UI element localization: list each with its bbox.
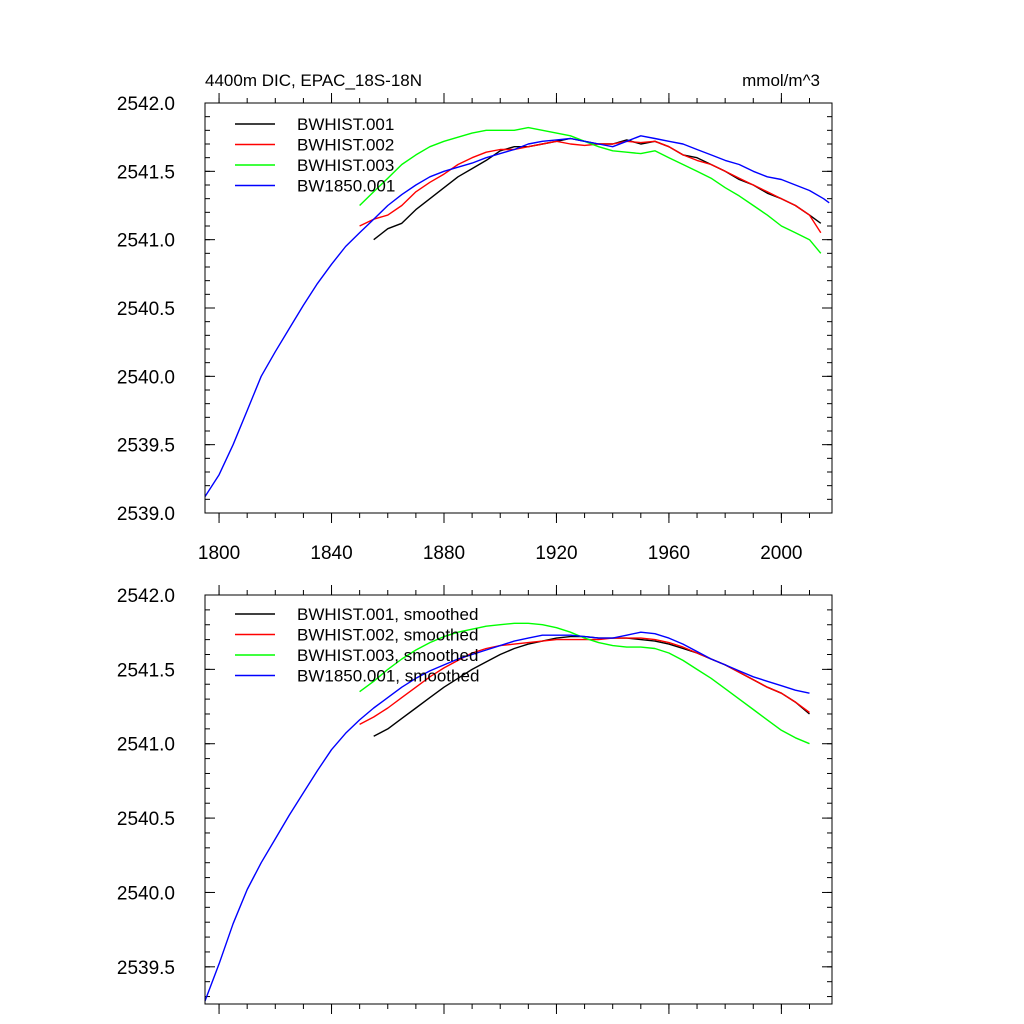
y-tick-label: 2539.5: [117, 958, 175, 979]
bottom-legend: BWHIST.001, smoothed BWHIST.002, smoothed…: [235, 605, 479, 686]
y-tick-label: 2541.0: [117, 735, 175, 756]
x-tick-label: 1880: [423, 543, 465, 564]
x-tick-label: 1800: [198, 543, 240, 564]
x-tick-label: 1960: [648, 543, 690, 564]
series-line-bw1850-001: [204, 135, 830, 497]
top-axes: 2539.0 2539.5 2540.0 2540.5 2541.0 2541.5 2542…: [117, 93, 832, 564]
y-tick-label: 2539.0: [117, 504, 175, 525]
y-tick-label: 2540.0: [117, 367, 175, 388]
legend-label: BW1850.001: [297, 177, 395, 196]
bottom-series-group: [204, 622, 810, 1002]
units-label: mmol/m^3: [742, 71, 820, 90]
legend-label: BW1850.001, smoothed: [297, 667, 479, 686]
top-plot-frame: [204, 102, 833, 514]
y-tick-label: 2541.5: [117, 660, 175, 681]
legend-label: BWHIST.002: [297, 136, 394, 155]
bottom-axes: 2539.5 2540.0 2540.5 2541.0 2541.5 2542.0: [117, 585, 832, 1014]
y-tick-label: 2542.0: [117, 586, 175, 607]
top-series-group: [204, 126, 830, 497]
legend-label: BWHIST.003, smoothed: [297, 646, 478, 665]
x-tick-label: 1920: [535, 543, 577, 564]
series-line-bwhist-003-smoothed: [359, 622, 810, 745]
series-line-bwhist-003: [359, 126, 822, 254]
legend-label: BWHIST.001: [297, 115, 394, 134]
y-tick-label: 2541.5: [117, 162, 175, 183]
y-tick-label: 2542.0: [117, 94, 175, 115]
series-line-bwhist-002: [359, 140, 822, 234]
x-tick-label: 2000: [760, 543, 802, 564]
bottom-plot-frame: [204, 594, 833, 1005]
y-tick-label: 2539.5: [117, 436, 175, 457]
x-tick-label: 1840: [310, 543, 352, 564]
y-tick-label: 2540.5: [117, 809, 175, 830]
chart-title: 4400m DIC, EPAC_18S-18N: [205, 71, 422, 90]
legend-label: BWHIST.002, smoothed: [297, 626, 478, 645]
y-tick-label: 2540.5: [117, 299, 175, 320]
series-line-bwhist-001: [373, 137, 822, 241]
legend-label: BWHIST.003: [297, 156, 394, 175]
top-chart-panel: 4400m DIC, EPAC_18S-18N mmol/m^3 2539.02…: [117, 71, 833, 564]
legend-label: BWHIST.001, smoothed: [297, 605, 478, 624]
y-tick-label: 2541.0: [117, 231, 175, 252]
series-line-bw1850-001-smoothed: [204, 631, 810, 1002]
y-tick-label: 2540.0: [117, 883, 175, 904]
bottom-chart-panel: 2539.5 2540.0 2540.5 2541.0 2541.5 2542.0 BWH…: [117, 585, 833, 1014]
series-line-bwhist-002-smoothed: [359, 637, 810, 726]
